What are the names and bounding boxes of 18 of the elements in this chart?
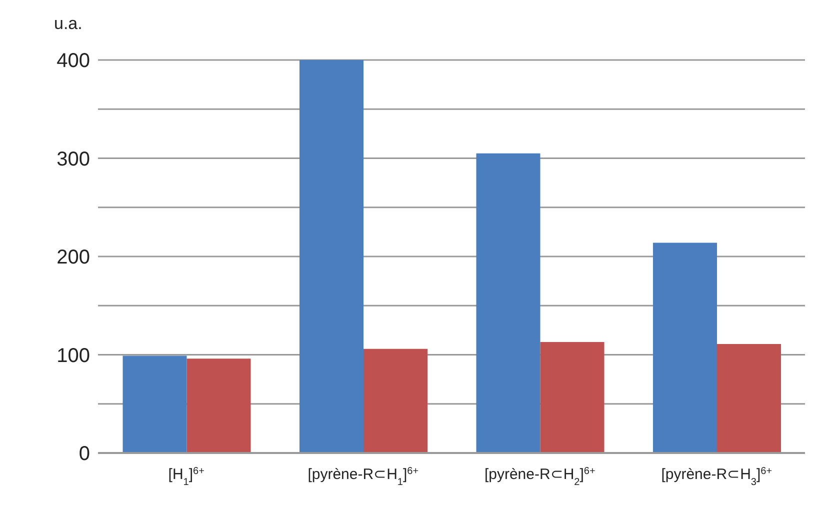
x-tick-label: [H$_{1}$]$^{6+}$ [168,466,205,488]
bar [716,344,781,453]
y-tick-label: 300 [56,148,90,170]
bar [476,153,540,453]
y-tick-label: 0 [78,443,90,466]
bar [299,60,364,453]
bar [540,342,604,453]
x-tick-label: [pyrène-R⊂H$_{3}$]$^{6+}$ [661,466,772,488]
y-tick-label: 100 [56,344,90,367]
bar [363,348,428,453]
bar [186,358,251,453]
x-tick-label: [pyrène-R⊂H$_{1}$]$^{6+}$ [308,466,419,488]
y-tick-label: 200 [56,246,90,269]
x-tick-label: [pyrène-R⊂H$_{2}$]$^{6+}$ [484,466,596,488]
bar [652,242,717,453]
bar [122,356,187,453]
y-tick-label: 400 [56,50,90,72]
y-axis-title: u.a. [54,14,82,34]
